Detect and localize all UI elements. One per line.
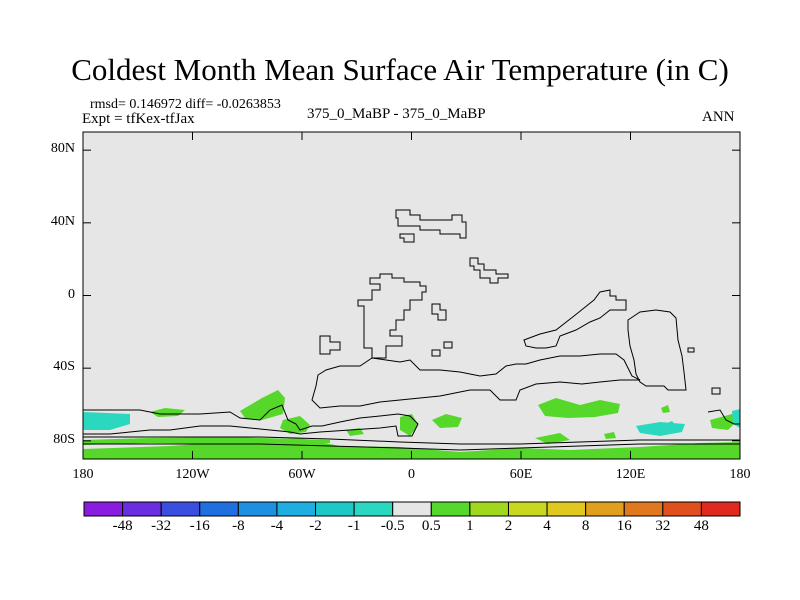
colorbar-label: 32 [655,518,671,534]
colorbar-swatch [469,501,509,517]
colorbar-label: -48 [112,518,133,534]
west-antarctic-patch [240,390,285,420]
colorbar-label: -2 [309,518,322,534]
colorbar-label: 8 [581,518,590,534]
colorbar-label: -16 [189,518,210,534]
colorbar-swatch [662,501,702,517]
peninsula-patch-a [150,408,185,417]
indian-ocean-patch [538,398,620,418]
antarctica-inner-outline [83,436,740,445]
colorbar-label: 2 [504,518,513,534]
new-zealand-outline [627,309,687,391]
colorbar-label: 0.5 [421,518,441,534]
south-pacific-patch [83,437,330,445]
north-africa-outline [357,273,427,359]
madagascar-outline [431,349,441,357]
antarctica-coast-outline [83,404,419,437]
antarctic-landmass-outline [311,353,641,409]
colorbar-swatch [160,501,201,517]
x-tick-label: 0 [408,467,415,482]
x-tick-label: 60E [509,467,533,482]
small-outline-1 [687,347,695,353]
small-patch-b [604,432,616,439]
x-tick-label: 120E [615,467,646,482]
y-tick-label: 0 [68,286,75,302]
colorbar-swatch [353,501,394,517]
colorbar-label: -8 [232,518,245,534]
small-cyan-patch [660,421,678,432]
axis-ticks [82,132,741,459]
y-tick-label: 80S [53,431,75,447]
y-tick-label: 40N [50,213,75,229]
colorbar-swatch [585,501,625,517]
arabia-outline [431,303,447,321]
small-island-outline [399,233,415,243]
colorbar-label: 4 [543,518,551,534]
colorbar-label: -32 [151,518,172,534]
colorbar-swatch [507,501,548,517]
negative-anomaly-patches [83,409,740,436]
east-cyan-patch [732,409,740,428]
colorbar-swatch [546,501,587,517]
small-patch-e [535,433,570,444]
small-patch-d [710,414,738,430]
asia-east-outline [469,257,509,284]
australia-outline [523,289,627,349]
south-atlantic-patch-b [432,414,462,428]
y-tick-label: 80N [50,141,75,157]
colorbar-label: 48 [693,518,709,534]
antarctica-south-outline [83,443,740,451]
colorbar-swatch [237,501,278,517]
colorbar-label: 1 [466,518,474,534]
colorbar-swatch [700,501,741,517]
colorbar-label: -1 [347,518,361,534]
season-label: ANN [702,109,735,125]
small-patch-c [661,405,670,413]
eurasia-outline [395,209,467,239]
east-antarctic-outline [707,409,740,425]
colorbar-swatch [392,501,432,517]
x-tick-label: 180 [72,467,94,482]
colorbar-swatch [623,501,664,517]
continent-outlines [83,209,740,451]
map-background [83,132,740,459]
colorbar-swatch [122,501,162,517]
x-tick-label: 60W [288,467,316,482]
colorbar-swatch [276,501,317,517]
africa-east-outline [443,341,453,349]
ross-sea-patch [83,412,130,430]
south-america-outline [319,335,341,355]
stats-text: rmsd= 0.146972 diff= -0.0263853 [90,97,281,112]
case-label: 375_0_MaBP - 375_0_MaBP [307,106,486,122]
x-tick-label: 180 [729,467,751,482]
colorbar-swatch [83,501,124,517]
colorbar-swatch [430,501,471,517]
experiment-label: Expt = tfKex-tfJax [82,111,195,127]
map-title: Coldest Month Mean Surface Air Temperatu… [71,52,729,87]
colorbar-label: 16 [616,518,632,534]
small-outline-2 [711,387,721,395]
colorbar-swatch [199,501,239,517]
x-tick-label: 120W [175,467,210,482]
colorbar-label: -4 [270,518,284,534]
colorbar-swatch [315,501,355,517]
y-tick-label: 40S [53,359,75,375]
colorbar-label: -0.5 [380,518,405,534]
